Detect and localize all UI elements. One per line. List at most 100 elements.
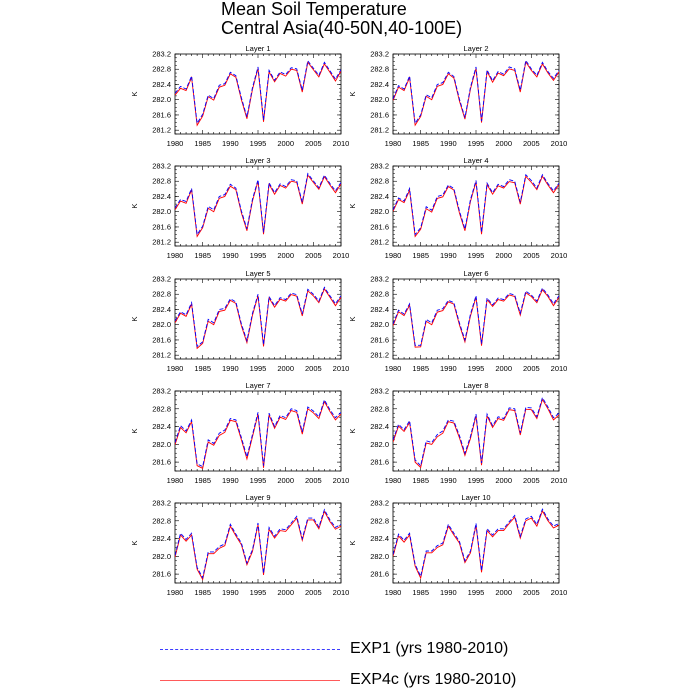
panel-title: Layer 6 (463, 269, 488, 278)
y-tick-label: 282.8 (152, 404, 171, 413)
y-tick-label: 281.6 (152, 570, 171, 579)
x-tick-label: 1995 (250, 364, 267, 373)
y-tick-label: 282.0 (370, 552, 389, 561)
x-tick-label: 2010 (551, 588, 568, 597)
panel-layer-7: Layer 7 1980 1985 1990 1995 2000 2005 2010 281.6… (130, 381, 349, 485)
x-tick-label: 2005 (305, 139, 322, 148)
x-tick-label: 2005 (523, 139, 540, 148)
y-axis-label: K (348, 316, 357, 321)
legend-label-exp1: EXP1 (yrs 1980-2010) (350, 640, 509, 657)
y-tick-label: 283.2 (370, 162, 389, 171)
y-tick-label: 281.6 (152, 110, 171, 119)
x-tick-label: 1980 (167, 139, 184, 148)
x-tick-label: 1990 (222, 476, 239, 485)
panel-title: Layer 5 (245, 269, 270, 278)
panel-layer-8: Layer 8 1980 1985 1990 1995 2000 2005 2010 281.6… (348, 381, 567, 485)
x-tick-label: 1995 (250, 588, 267, 597)
y-tick-label: 281.2 (370, 126, 389, 135)
series-line-exp1 (175, 398, 341, 468)
chart-title-line-2: Central Asia(40-50N,40-100E) (221, 18, 463, 38)
y-tick-label: 283.2 (152, 499, 171, 508)
y-tick-label: 283.2 (152, 50, 171, 59)
y-axis-label: K (348, 91, 357, 96)
y-axis-label: K (130, 91, 139, 96)
y-tick-label: 281.6 (370, 570, 389, 579)
series-line-exp1 (393, 287, 559, 346)
y-tick-label: 281.6 (152, 222, 171, 231)
x-tick-label: 1995 (250, 139, 267, 148)
panel-title: Layer 2 (463, 44, 488, 53)
plot-frame (174, 390, 342, 472)
x-tick-label: 2010 (333, 588, 350, 597)
y-tick-label: 282.8 (152, 177, 171, 186)
series-line-exp4c (175, 510, 341, 581)
y-tick-label: 282.4 (370, 534, 389, 543)
plot-frame (174, 278, 342, 360)
x-tick-label: 1990 (440, 588, 457, 597)
x-tick-label: 1985 (412, 364, 429, 373)
y-tick-label: 282.8 (370, 177, 389, 186)
legend-label-exp4c: EXP4c (yrs 1980-2010) (350, 671, 517, 688)
y-tick-label: 281.6 (370, 458, 389, 467)
x-tick-label: 2005 (523, 476, 540, 485)
panel-title: Layer 8 (463, 381, 488, 390)
x-tick-label: 2000 (495, 364, 512, 373)
y-tick-label: 283.2 (152, 275, 171, 284)
panel-title: Layer 3 (245, 156, 270, 165)
x-tick-label: 1985 (412, 251, 429, 260)
y-tick-label: 281.2 (152, 126, 171, 135)
y-tick-label: 282.8 (370, 65, 389, 74)
series-line-exp4c (393, 175, 559, 238)
y-tick-label: 283.2 (370, 275, 389, 284)
x-tick-label: 2005 (305, 364, 322, 373)
x-tick-label: 2000 (495, 588, 512, 597)
y-tick-label: 281.2 (152, 238, 171, 247)
y-tick-label: 283.2 (370, 387, 389, 396)
panel-title: Layer 10 (461, 493, 490, 502)
y-tick-label: 282.8 (152, 290, 171, 299)
x-tick-label: 1980 (167, 588, 184, 597)
x-tick-label: 2005 (305, 251, 322, 260)
panel-title: Layer 1 (245, 44, 270, 53)
x-tick-label: 1990 (222, 364, 239, 373)
x-tick-label: 1995 (468, 364, 485, 373)
y-tick-label: 281.6 (152, 335, 171, 344)
x-tick-label: 1980 (385, 364, 402, 373)
y-tick-label: 282.0 (370, 95, 389, 104)
y-axis-label: K (130, 540, 139, 545)
y-tick-label: 282.0 (370, 207, 389, 216)
y-tick-label: 282.4 (152, 305, 171, 314)
panel-layer-2: Layer 2 1980 1985 1990 1995 2000 2005 2010 281.2… (348, 44, 567, 148)
x-tick-label: 2010 (333, 364, 350, 373)
x-tick-label: 1990 (222, 139, 239, 148)
x-tick-label: 2000 (495, 251, 512, 260)
x-tick-label: 1995 (468, 139, 485, 148)
panel-layer-10: Layer 10 1980 1985 1990 1995 2000 2005 2010 281.… (348, 493, 567, 597)
x-tick-label: 1990 (440, 476, 457, 485)
x-tick-label: 2005 (305, 588, 322, 597)
y-axis-label: K (130, 428, 139, 433)
y-tick-label: 282.0 (152, 95, 171, 104)
panel-layer-3: Layer 3 1980 1985 1990 1995 2000 2005 2010 281.2… (130, 156, 349, 260)
x-tick-label: 1980 (167, 251, 184, 260)
y-tick-label: 282.8 (152, 65, 171, 74)
x-tick-label: 1985 (194, 588, 211, 597)
plot-frame (392, 165, 560, 247)
y-tick-label: 282.8 (370, 404, 389, 413)
x-tick-label: 1995 (468, 588, 485, 597)
y-tick-label: 282.4 (370, 422, 389, 431)
y-tick-label: 282.0 (370, 440, 389, 449)
y-tick-label: 282.4 (152, 192, 171, 201)
y-axis-label: K (348, 540, 357, 545)
x-tick-label: 1980 (385, 476, 402, 485)
y-tick-label: 282.4 (370, 192, 389, 201)
y-axis-label: K (348, 428, 357, 433)
x-tick-label: 1980 (385, 588, 402, 597)
plot-frame (392, 502, 560, 584)
x-tick-label: 1985 (194, 251, 211, 260)
y-tick-label: 282.4 (370, 305, 389, 314)
x-tick-label: 1990 (222, 588, 239, 597)
y-tick-label: 282.4 (152, 534, 171, 543)
series-line-exp1 (175, 172, 341, 236)
